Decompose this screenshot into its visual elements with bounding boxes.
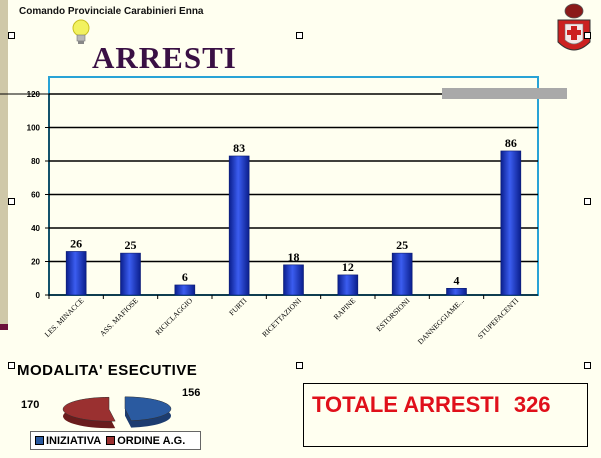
x-tick-label: STUPEFACENTI — [476, 296, 521, 341]
y-tick-label: 100 — [27, 124, 41, 133]
data-label: 18 — [288, 250, 300, 264]
bar — [283, 264, 304, 296]
grey-marker — [442, 88, 567, 99]
pie-legend: INIZIATIVA ORDINE A.G. — [30, 431, 201, 450]
bar — [391, 252, 413, 296]
selection-handle[interactable] — [8, 198, 15, 205]
y-tick-label: 60 — [31, 191, 40, 200]
data-label: 86 — [505, 136, 517, 150]
pie-slice-ordine — [62, 396, 116, 422]
left-accent-bar — [0, 0, 8, 330]
selection-handle[interactable] — [584, 32, 591, 39]
x-tick-label: LES. MINACCE — [43, 296, 86, 339]
data-label: 4 — [454, 273, 460, 287]
bar — [65, 251, 87, 296]
pie-value-ordine: 170 — [21, 399, 40, 411]
pie-title: MODALITA' ESECUTIVE — [17, 362, 198, 379]
data-label: 6 — [182, 270, 188, 284]
selection-handle[interactable] — [584, 362, 591, 369]
y-tick-label: 0 — [36, 291, 41, 300]
data-label: 25 — [125, 238, 137, 252]
bar — [174, 284, 196, 296]
pie-slice-iniziativa — [124, 396, 172, 421]
legend-label-iniziativa: INIZIATIVA — [46, 434, 102, 447]
bar — [337, 274, 359, 296]
x-tick-label: DANNEGGIAME... — [416, 296, 466, 346]
data-label: 12 — [342, 260, 354, 274]
data-label: 83 — [233, 141, 245, 155]
legend-label-ordine: ORDINE A.G. — [117, 434, 186, 447]
x-tick-label: ASS. MAFIOSE — [98, 296, 140, 338]
selection-handle[interactable] — [8, 362, 15, 369]
x-tick-label: RICICLAGGIO — [153, 296, 194, 337]
selection-handle[interactable] — [8, 32, 15, 39]
total-label: TOTALE ARRESTI — [312, 392, 500, 417]
data-label: 25 — [396, 238, 408, 252]
y-tick-label: 40 — [31, 224, 40, 233]
selection-handle[interactable] — [296, 362, 303, 369]
x-tick-label: RAPINE — [332, 296, 358, 322]
selection-handle[interactable] — [584, 198, 591, 205]
bar — [446, 287, 467, 296]
total-value: 326 — [513, 392, 551, 417]
y-tick-label: 120 — [27, 90, 41, 99]
legend-swatch-iniziativa — [35, 436, 44, 446]
pie-chart — [62, 396, 172, 429]
y-tick-label: 20 — [31, 258, 40, 267]
selection-handle[interactable] — [296, 32, 303, 39]
legend-item-ordine: ORDINE A.G. — [106, 435, 185, 447]
bar — [228, 155, 250, 296]
total-text: TOTALE ARRESTI 326 — [312, 392, 551, 418]
bar — [120, 252, 141, 296]
y-tick-label: 80 — [31, 157, 40, 166]
bar-chart: 0 20 40 60 80 100 120 26 LES. MINACCE 25 ASS. MAFI… — [0, 76, 539, 346]
total-box: TOTALE ARRESTI 326 — [303, 383, 588, 447]
x-tick-label: RICETTAZIONI — [260, 296, 303, 339]
lightbulb-icon — [72, 19, 90, 44]
data-label: 26 — [70, 236, 82, 250]
legend-swatch-ordine — [106, 436, 116, 446]
pie-value-iniziativa: 156 — [182, 387, 201, 399]
carabinieri-crest-icon — [557, 3, 591, 51]
bar — [500, 150, 522, 296]
legend-item-iniziativa: INIZIATIVA — [35, 435, 101, 447]
org-title: Comando Provinciale Carabinieri Enna — [19, 6, 204, 17]
x-tick-label: FURTI — [227, 296, 249, 318]
x-tick-label: ESTORSIONI — [374, 296, 412, 334]
chart-title: ARRESTI — [92, 40, 237, 75]
